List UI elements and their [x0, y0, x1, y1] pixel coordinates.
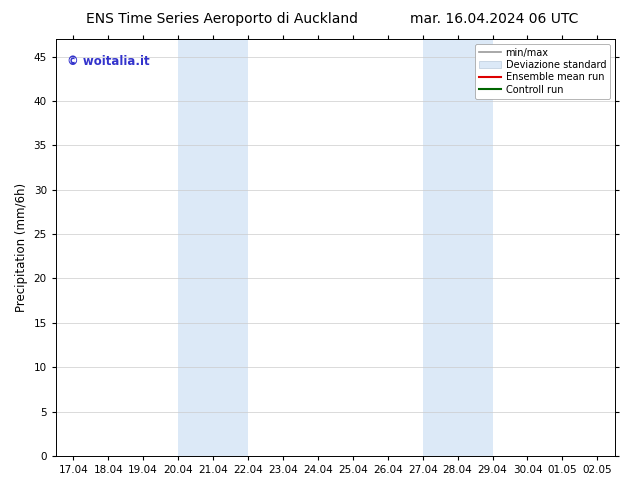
Text: ENS Time Series Aeroporto di Auckland: ENS Time Series Aeroporto di Auckland: [86, 12, 358, 26]
Text: © woitalia.it: © woitalia.it: [67, 55, 150, 69]
Text: mar. 16.04.2024 06 UTC: mar. 16.04.2024 06 UTC: [410, 12, 579, 26]
Bar: [178, 39, 248, 456]
Y-axis label: Precipitation (mm/6h): Precipitation (mm/6h): [15, 183, 28, 312]
Bar: [423, 39, 493, 456]
Legend: min/max, Deviazione standard, Ensemble mean run, Controll run: min/max, Deviazione standard, Ensemble m…: [476, 44, 610, 98]
